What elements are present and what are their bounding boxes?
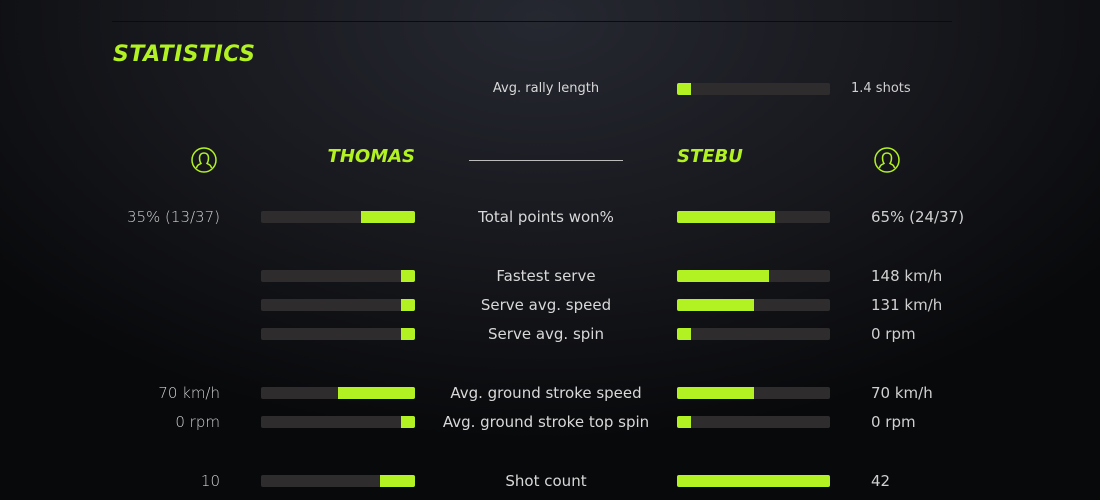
- stat-label: Serve avg. speed: [480, 296, 612, 314]
- right-value: 131 km/h: [871, 296, 943, 314]
- right-bar: [677, 416, 830, 428]
- user-circle-icon: [191, 147, 217, 173]
- right-bar-fill: [677, 270, 769, 282]
- summary-value: 1.4 shots: [851, 81, 911, 96]
- left-value: 35% (13/37): [126, 208, 220, 226]
- stat-label: Avg. ground stroke top spin: [442, 413, 650, 431]
- left-bar: [261, 270, 415, 282]
- left-bar: [261, 387, 415, 399]
- right-value: 0 rpm: [871, 325, 916, 343]
- page-title: STATISTICS: [113, 42, 256, 67]
- left-bar: [261, 211, 415, 223]
- left-bar-fill: [401, 328, 415, 340]
- right-bar-fill: [677, 475, 830, 487]
- left-bar-fill: [361, 211, 415, 223]
- summary-row: Avg. rally length 1.4 shots: [0, 80, 1100, 100]
- left-value: 10: [200, 472, 220, 490]
- left-bar-fill: [401, 416, 415, 428]
- left-bar-fill: [379, 475, 415, 487]
- stat-label: Avg. ground stroke speed: [450, 384, 642, 402]
- summary-label: Avg. rally length: [492, 81, 600, 96]
- left-bar: [261, 475, 415, 487]
- stat-row: Fastest serve 148 km/h: [0, 267, 1100, 287]
- right-bar-fill: [677, 328, 691, 340]
- right-value: 70 km/h: [871, 384, 933, 402]
- right-bar: [677, 475, 830, 487]
- left-player-name: THOMAS: [327, 146, 415, 167]
- left-bar: [261, 299, 415, 311]
- right-bar-fill: [677, 299, 754, 311]
- stat-label: Serve avg. spin: [488, 325, 604, 343]
- stat-label: Shot count: [505, 472, 587, 490]
- right-bar: [677, 387, 830, 399]
- stat-row: 70 km/h Avg. ground stroke speed 70 km/h: [0, 384, 1100, 404]
- right-value: 148 km/h: [871, 267, 943, 285]
- stat-row: 0 rpm Avg. ground stroke top spin 0 rpm: [0, 413, 1100, 433]
- header-divider: [469, 160, 623, 161]
- left-bar: [261, 328, 415, 340]
- right-bar: [677, 299, 830, 311]
- stat-label: Total points won%: [478, 208, 614, 226]
- right-bar: [677, 270, 830, 282]
- left-bar-fill: [338, 387, 415, 399]
- stat-row: Serve avg. speed 131 km/h: [0, 296, 1100, 316]
- stat-row: 35% (13/37) Total points won% 65% (24/37…: [0, 208, 1100, 228]
- right-value: 42: [871, 472, 891, 490]
- right-player-name: STEBU: [677, 146, 743, 167]
- summary-bar-fill: [677, 83, 691, 95]
- summary-bar: [677, 83, 830, 95]
- stat-row: 10 Shot count 42: [0, 472, 1100, 492]
- left-bar-fill: [401, 299, 415, 311]
- left-bar: [261, 416, 415, 428]
- right-bar-fill: [677, 416, 691, 428]
- left-bar-fill: [401, 270, 415, 282]
- stat-label: Fastest serve: [496, 267, 596, 285]
- right-bar: [677, 328, 830, 340]
- right-value: 0 rpm: [871, 413, 916, 431]
- right-value: 65% (24/37): [871, 208, 965, 226]
- right-bar-fill: [677, 387, 754, 399]
- right-bar-fill: [677, 211, 775, 223]
- user-circle-icon: [874, 147, 900, 173]
- left-value: 0 rpm: [175, 413, 220, 431]
- top-divider: [112, 21, 952, 22]
- right-bar: [677, 211, 830, 223]
- left-value: 70 km/h: [158, 384, 220, 402]
- stat-row: Serve avg. spin 0 rpm: [0, 325, 1100, 345]
